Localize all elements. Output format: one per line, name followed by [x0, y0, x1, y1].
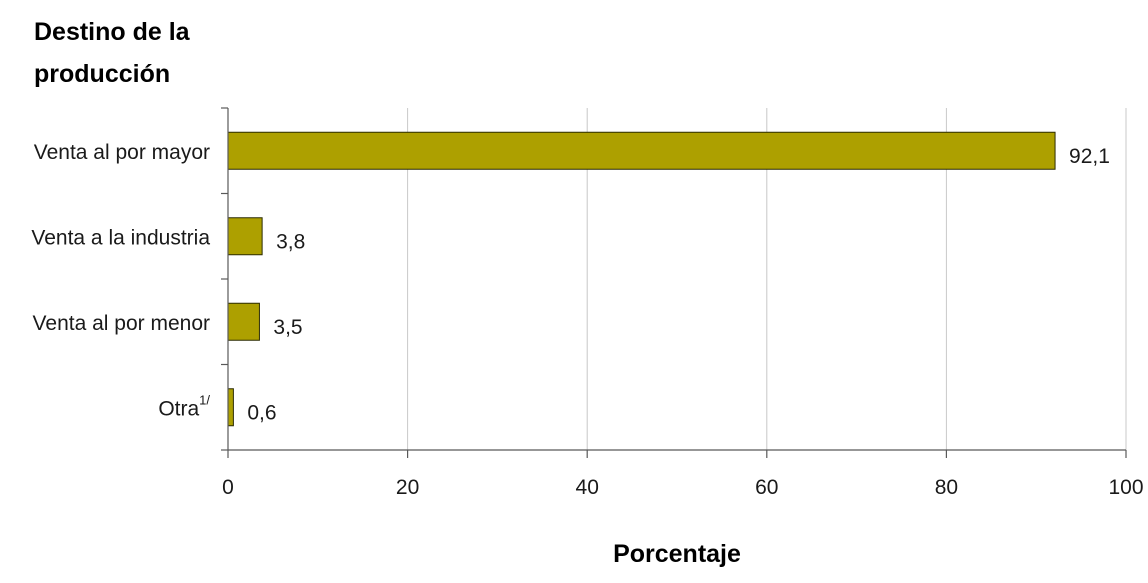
x-tick-label-40: 40 — [576, 476, 599, 499]
data-label-3: 3,5 — [273, 316, 302, 339]
bar-1 — [227, 131, 1056, 170]
bars — [227, 131, 1056, 427]
x-tick-label-0: 0 — [222, 476, 234, 499]
x-tick-label-60: 60 — [755, 476, 778, 499]
data-label-1: 92,1 — [1069, 145, 1110, 168]
x-axis-title: Porcentaje — [613, 540, 741, 568]
y-axis-title-line-1: Destino de la — [34, 18, 191, 46]
bar-4 — [227, 388, 234, 427]
category-label-3: Venta al por menor — [33, 312, 210, 335]
category-labels: Venta al por mayor Venta a la industria Ve… — [31, 141, 210, 421]
axes — [221, 107, 1127, 458]
category-label-4: Otra1/ — [158, 392, 210, 420]
x-tick-labels: 0 20 40 60 80 100 — [222, 476, 1143, 499]
data-labels: 92,1 3,8 3,5 0,6 — [247, 145, 1110, 425]
data-label-2: 3,8 — [276, 230, 305, 253]
bar-3 — [227, 302, 260, 341]
bar-2 — [227, 217, 263, 256]
data-label-4: 0,6 — [247, 401, 276, 424]
y-axis-title-line-2: producción — [34, 60, 170, 88]
x-tick-label-100: 100 — [1108, 476, 1143, 499]
x-tick-label-20: 20 — [396, 476, 419, 499]
category-label-1: Venta al por mayor — [34, 141, 210, 164]
x-tick-label-80: 80 — [935, 476, 958, 499]
category-label-2: Venta a la industria — [31, 226, 210, 249]
